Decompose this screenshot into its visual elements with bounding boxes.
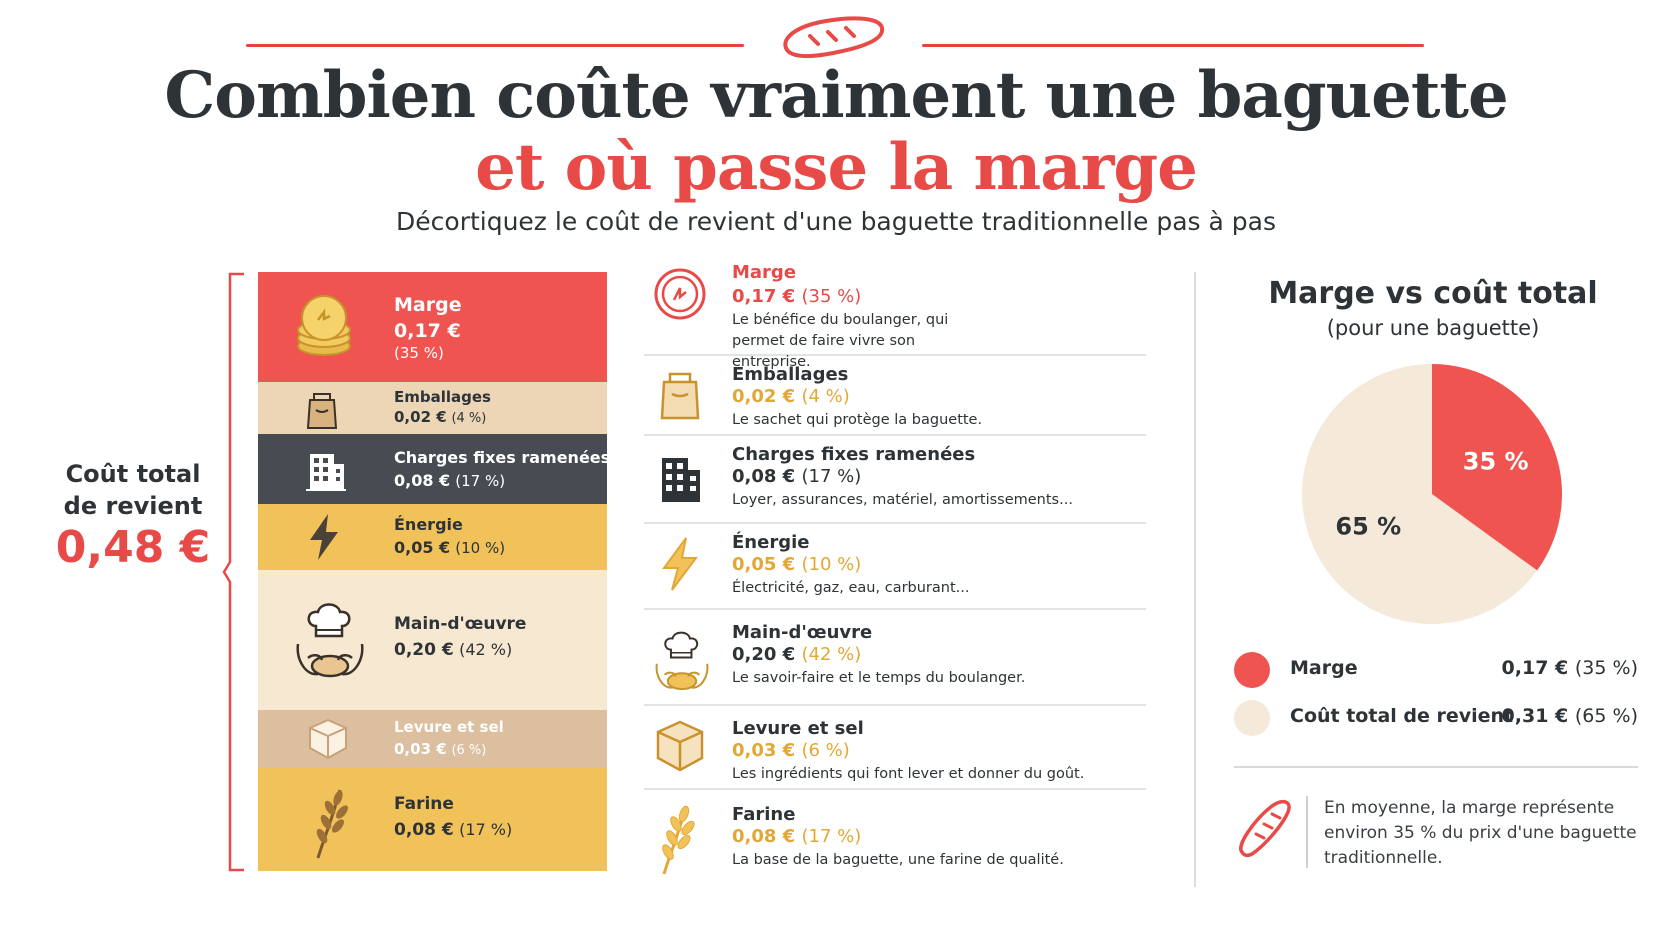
segment-name: Énergie bbox=[394, 515, 463, 534]
wheat-icon bbox=[316, 789, 348, 859]
item-description: Le bénéfice du boulanger, qui permet de … bbox=[732, 312, 949, 370]
column-divider bbox=[1194, 272, 1196, 887]
bracket bbox=[222, 272, 244, 872]
stack-segment-marge: Marge 0,17 € (35 %) bbox=[258, 272, 607, 382]
baguette-icon bbox=[783, 16, 885, 59]
pie-slice-marge bbox=[1432, 364, 1562, 571]
item-name: Énergie bbox=[732, 532, 810, 553]
item-description: Le sachet qui protège la baguette. bbox=[732, 412, 983, 428]
building-icon bbox=[662, 458, 700, 502]
lightning-icon bbox=[310, 514, 338, 560]
segment-value: 0,20 € (42 %) bbox=[394, 640, 513, 660]
stack-segment-emballages: Emballages 0,02 € (4 %) bbox=[258, 382, 607, 434]
chef-hands-icon bbox=[655, 631, 709, 691]
segment-name: Levure et sel bbox=[394, 718, 504, 736]
pie-chart: 35 % 65 % bbox=[1302, 364, 1562, 624]
paper-bag-icon bbox=[306, 393, 338, 429]
top-rule-left bbox=[246, 44, 744, 47]
item-name: Marge bbox=[732, 262, 797, 283]
item-value: 0,08 € (17 %) bbox=[732, 826, 862, 847]
segment-value: 0,08 € (17 %) bbox=[394, 471, 506, 490]
page-subtitle: Décortiquez le coût de revient d'une bag… bbox=[396, 207, 1276, 236]
item-description: Le savoir-faire et le temps du boulanger… bbox=[732, 670, 1026, 686]
segment-percent: (35 %) bbox=[394, 344, 444, 362]
yeast-cube-icon bbox=[309, 718, 347, 760]
list-item-energie: Énergie 0,05 € (10 %) Électricité, gaz, … bbox=[644, 524, 1146, 610]
item-description: Loyer, assurances, matériel, amortisseme… bbox=[732, 492, 1073, 508]
list-item-main-doeuvre: Main-d'œuvre 0,20 € (42 %) Le savoir-fai… bbox=[644, 610, 1146, 706]
legend-value: 0,17 € (35 %) bbox=[1501, 657, 1638, 679]
item-name: Emballages bbox=[732, 364, 849, 385]
paper-bag-icon bbox=[660, 372, 700, 420]
total-cost-value: 0,48 € bbox=[55, 522, 211, 573]
item-name: Main-d'œuvre bbox=[732, 622, 873, 643]
item-description: Électricité, gaz, eau, carburant... bbox=[732, 580, 970, 596]
legend-divider bbox=[1234, 766, 1638, 768]
pie-slice-cout-total bbox=[1302, 364, 1538, 624]
coins-icon bbox=[297, 295, 351, 356]
lightning-icon bbox=[662, 537, 698, 591]
item-name: Levure et sel bbox=[732, 718, 864, 739]
pie-title: Marge vs coût total bbox=[1268, 276, 1598, 311]
legend-label: Marge bbox=[1290, 657, 1358, 679]
segment-name: Farine bbox=[394, 794, 454, 814]
footnote: En moyenne, la marge représente environ … bbox=[1324, 798, 1637, 868]
item-description: Les ingrédients qui font lever et donner… bbox=[732, 766, 1085, 782]
coin-icon bbox=[654, 268, 706, 320]
segment-value: 0,02 € (4 %) bbox=[394, 408, 487, 426]
wheat-icon bbox=[662, 805, 695, 875]
legend-value: 0,31 € (65 %) bbox=[1501, 705, 1638, 727]
list-item-farine: Farine 0,08 € (17 %) La base de la bague… bbox=[644, 790, 1146, 886]
segment-name: Main-d'œuvre bbox=[394, 614, 527, 634]
top-rule-right bbox=[922, 44, 1424, 47]
segment-value: 0,05 € (10 %) bbox=[394, 538, 506, 557]
legend-label: Coût total de revient bbox=[1290, 705, 1514, 727]
segment-name: Charges fixes ramenées bbox=[394, 448, 611, 467]
item-value: 0,20 € (42 %) bbox=[732, 644, 862, 665]
stack-segment-farine: Farine 0,08 € (17 %) bbox=[258, 768, 607, 871]
item-value: 0,08 € (17 %) bbox=[732, 466, 862, 487]
page-title-accent: et où passe la marge bbox=[475, 130, 1198, 205]
item-name: Farine bbox=[732, 804, 796, 825]
segment-value: 0,03 € (6 %) bbox=[394, 740, 487, 758]
legend-item-marge: Marge 0,17 € (35 %) bbox=[1234, 650, 1638, 690]
page-title: Combien coûte vraiment une baguette bbox=[164, 58, 1508, 133]
segment-name: Emballages bbox=[394, 388, 491, 406]
total-cost-label: Coût total de revient bbox=[63, 460, 203, 520]
segment-value: 0,08 € (17 %) bbox=[394, 820, 513, 840]
segment-name: Marge bbox=[394, 294, 462, 316]
list-item-marge: Marge 0,17 € (35 %) Le bénéfice du boula… bbox=[644, 256, 1146, 370]
stack-segment-main-doeuvre: Main-d'œuvre 0,20 € (42 %) bbox=[258, 570, 607, 710]
note-divider bbox=[1306, 796, 1308, 868]
chef-hands-icon bbox=[296, 603, 364, 678]
baguette-icon bbox=[1239, 800, 1291, 858]
item-name: Charges fixes ramenées bbox=[732, 444, 976, 465]
item-description: La base de la baguette, une farine de qu… bbox=[732, 852, 1064, 868]
list-item-charges-fixes: Charges fixes ramenées 0,08 € (17 %) Loy… bbox=[644, 436, 1146, 524]
pie-label-cout-total: 65 % bbox=[1335, 512, 1401, 540]
item-value: 0,17 € (35 %) bbox=[732, 286, 862, 307]
list-item-levure-sel: Levure et sel 0,03 € (6 %) Les ingrédien… bbox=[644, 706, 1146, 790]
stack-segment-energie: Énergie 0,05 € (10 %) bbox=[258, 504, 607, 570]
stack-segment-charges-fixes: Charges fixes ramenées 0,08 € (17 %) bbox=[258, 434, 611, 504]
legend-item-cout-total: Coût total de revient 0,31 € (65 %) bbox=[1234, 698, 1638, 738]
pie-label-marge: 35 % bbox=[1463, 448, 1529, 476]
legend-swatch bbox=[1234, 652, 1270, 688]
cost-stack: Marge 0,17 € (35 %) Emballages 0,02 € (4… bbox=[258, 272, 611, 871]
legend-swatch bbox=[1234, 700, 1270, 736]
item-value: 0,02 € (4 %) bbox=[732, 386, 850, 407]
building-icon bbox=[306, 454, 346, 491]
list-item-emballages: Emballages 0,02 € (4 %) Le sachet qui pr… bbox=[644, 356, 1146, 436]
segment-value: 0,17 € bbox=[394, 320, 461, 342]
item-value: 0,05 € (10 %) bbox=[732, 554, 862, 575]
item-value: 0,03 € (6 %) bbox=[732, 740, 850, 761]
stack-segment-levure-sel: Levure et sel 0,03 € (6 %) bbox=[258, 710, 607, 768]
pie-subtitle: (pour une baguette) bbox=[1326, 316, 1540, 340]
yeast-cube-icon bbox=[656, 720, 704, 772]
